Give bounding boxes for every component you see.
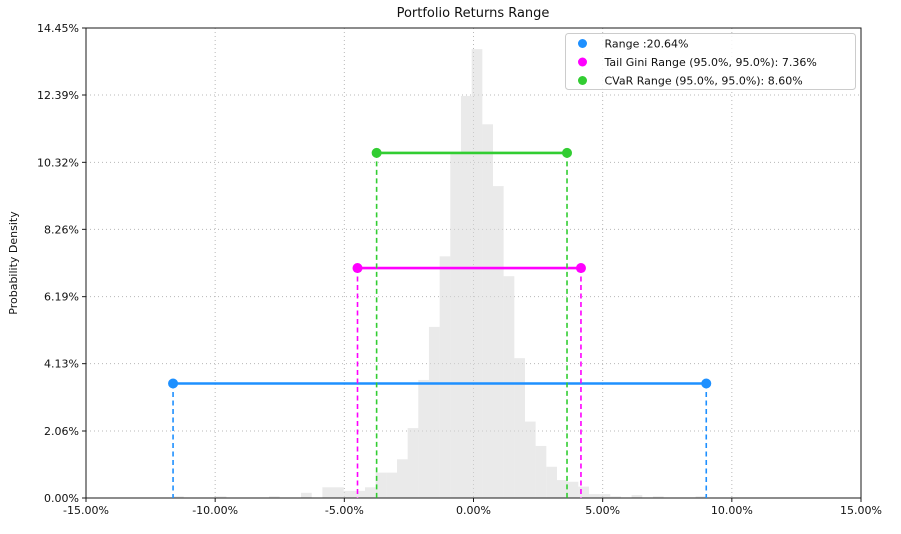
tail-gini-range-marker-left <box>352 263 363 274</box>
histogram-bar <box>578 486 589 498</box>
histogram-bar <box>343 490 355 498</box>
tail-gini-range-legend-marker <box>578 57 587 67</box>
y-tick-label: 6.19% <box>44 291 79 304</box>
histogram-bar <box>269 496 280 498</box>
y-tick-label: 0.00% <box>44 492 79 505</box>
histogram-bar <box>652 496 664 498</box>
histogram-bar <box>588 494 600 498</box>
histogram-bar <box>322 487 334 498</box>
chart-title: Portfolio Returns Range <box>397 6 550 21</box>
y-tick-label: 12.39% <box>37 89 79 102</box>
y-tick-label: 4.13% <box>44 358 79 371</box>
x-tick-label: 0.00% <box>456 504 491 517</box>
x-tick-label: 15.00% <box>840 504 882 517</box>
histogram-bar <box>418 379 429 498</box>
x-tick-label: 10.00% <box>711 504 753 517</box>
cvar-range-marker-left <box>371 147 382 158</box>
histogram-bar <box>301 492 312 498</box>
histogram-bar <box>450 152 461 498</box>
histogram-bar <box>439 256 451 498</box>
histogram-bar <box>407 428 419 498</box>
x-tick-label: -5.00% <box>325 504 364 517</box>
histogram-bar <box>428 326 440 498</box>
y-tick-label: 2.06% <box>44 425 79 438</box>
histogram-bar <box>524 421 536 498</box>
tail-gini-range-legend-label: Tail Gini Range (95.0%, 95.0%): 7.36% <box>604 56 817 69</box>
y-tick-label: 8.26% <box>44 223 79 236</box>
range-lines-layer <box>168 147 712 498</box>
histogram-bar <box>173 496 184 498</box>
histogram-bar <box>460 95 472 498</box>
y-axis-label: Probability Density <box>7 211 20 315</box>
cvar-range-legend-label: CVaR Range (95.0%, 95.0%): 8.60% <box>605 75 803 88</box>
histogram-bar <box>610 496 621 498</box>
x-tick-label: -15.00% <box>63 504 109 517</box>
y-tick-label: 10.32% <box>37 156 79 169</box>
histogram-bar <box>514 358 525 498</box>
x-tick-label: 5.00% <box>585 504 620 517</box>
histogram-bar <box>535 445 547 498</box>
histogram-bar <box>503 276 515 498</box>
y-tick-label: 14.45% <box>37 22 79 35</box>
histogram-bar <box>546 466 557 498</box>
legend: Range :20.64% Tail Gini Range (95.0%, 95.… <box>565 33 856 90</box>
histogram-bar <box>482 124 493 498</box>
histogram-bar <box>567 481 579 498</box>
range-marker-left <box>168 378 179 389</box>
histogram-bar <box>354 490 366 498</box>
histogram-bar <box>333 487 344 498</box>
range-legend-marker <box>578 39 587 48</box>
histogram-bar <box>599 494 611 498</box>
range-legend-label: Range :20.64% <box>605 38 689 51</box>
histogram-bar <box>556 480 568 498</box>
range-marker-right <box>701 378 712 389</box>
histogram-layer <box>173 49 707 499</box>
histogram-bar <box>215 496 227 498</box>
histogram-bar <box>397 459 408 498</box>
histogram-bar <box>631 495 643 498</box>
histogram-bar <box>695 496 707 498</box>
histogram-bar <box>365 487 376 498</box>
x-tick-label: -10.00% <box>192 504 238 517</box>
tail-gini-range-marker-right <box>575 263 586 274</box>
histogram-bar <box>386 472 398 498</box>
legend-box <box>565 33 856 90</box>
histogram-bar <box>471 49 483 498</box>
cvar-range-marker-right <box>562 147 573 158</box>
histogram-bar <box>375 472 387 498</box>
axes-layer: -15.00% -10.00% -5.00% 0.00% 5.00% 10.00% 15.0… <box>37 22 882 517</box>
histogram-bar <box>492 186 504 499</box>
cvar-range-legend-marker <box>578 76 587 85</box>
